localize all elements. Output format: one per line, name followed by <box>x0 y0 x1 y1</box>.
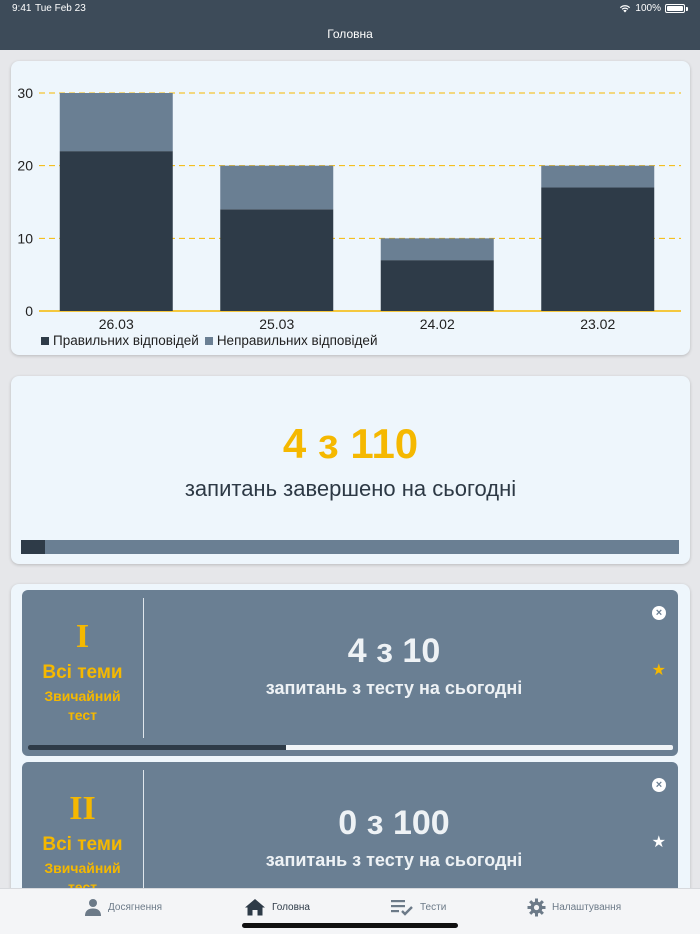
test-numeral: II <box>69 790 96 827</box>
close-icon[interactable]: × <box>652 606 666 620</box>
y-tick-label: 0 <box>25 303 33 319</box>
legend-label-correct: Правильних відповідей <box>53 333 199 348</box>
daily-progress-fill <box>21 540 45 554</box>
bar-correct <box>380 260 494 311</box>
tab-label: Налаштування <box>552 902 622 913</box>
checklist-icon <box>391 900 413 916</box>
star-icon[interactable]: ★ <box>651 834 666 851</box>
status-time: 9:41 <box>12 3 32 14</box>
test-item[interactable]: II Всі теми Звичайний тест 0 з 100 запит… <box>22 762 678 888</box>
battery-percent: 100% <box>635 3 661 14</box>
test-numeral: I <box>75 618 90 655</box>
legend-item-wrong: Неправильних відповідей <box>204 333 378 348</box>
test-item[interactable]: I Всі теми Звичайний тест 4 з 10 запитан… <box>22 590 678 756</box>
test-subtitle: запитань з тесту на сьогодні <box>265 850 523 870</box>
stats-chart-card: 0 10 20 30 26.03 25.03 24.02 23.02 Правильних в… <box>11 61 690 355</box>
bar-wrong <box>59 93 173 152</box>
legend-swatch-correct <box>41 336 49 345</box>
test-topic: Всі теми <box>42 834 123 855</box>
test-subtitle: запитань з тесту на сьогодні <box>265 678 523 698</box>
test-divider <box>143 598 144 738</box>
wifi-icon <box>620 5 631 13</box>
status-right: 100% <box>619 3 688 14</box>
stacked-bar-chart: 0 10 20 30 26.03 25.03 24.02 23.02 <box>17 85 681 331</box>
bar-correct <box>541 187 655 311</box>
chart-legend: Правильних відповідей Неправильних відпо… <box>41 333 377 348</box>
test-count: 4 з 10 <box>347 632 441 670</box>
x-tick-label: 24.02 <box>420 316 455 331</box>
battery-icon <box>665 4 685 13</box>
bar-wrong <box>541 165 655 188</box>
tab-home[interactable]: Головна <box>244 898 310 916</box>
test-type-line1: Звичайний <box>44 860 121 876</box>
main-content[interactable]: 0 10 20 30 26.03 25.03 24.02 23.02 Правильних в… <box>0 50 700 888</box>
close-icon[interactable]: × <box>652 778 666 792</box>
tab-achievements[interactable]: Досягнення <box>84 898 162 916</box>
nav-bar: Головна <box>0 18 700 50</box>
home-indicator <box>242 923 458 928</box>
test-divider <box>143 770 144 888</box>
daily-count: 4 з 110 <box>282 420 419 467</box>
daily-subtitle: запитань завершено на сьогодні <box>184 476 517 501</box>
tab-settings[interactable]: Налаштування <box>527 898 621 917</box>
bar-correct <box>220 209 334 311</box>
legend-swatch-wrong <box>204 336 213 345</box>
status-date: Tue Feb 23 <box>35 3 86 14</box>
status-bar: 9:41 Tue Feb 23 100% <box>0 0 700 18</box>
tab-label: Головна <box>272 901 310 913</box>
tests-card: I Всі теми Звичайний тест 4 з 10 запитан… <box>11 584 690 888</box>
bar-wrong <box>380 238 494 261</box>
x-tick-label: 25.03 <box>259 316 294 331</box>
test-topic: Всі теми <box>42 662 123 683</box>
test-type: Звичайний тест <box>22 687 143 725</box>
home-icon <box>245 899 265 916</box>
test-progress-bar <box>28 745 673 750</box>
legend-item-correct: Правильних відповідей <box>41 333 199 348</box>
daily-progress-card: 4 з 110 запитань завершено на сьогодні <box>11 376 690 564</box>
y-tick-label: 10 <box>17 230 33 246</box>
tab-label: Досягнення <box>108 901 163 913</box>
bar-wrong <box>220 165 334 210</box>
test-count: 0 з 100 <box>338 804 450 842</box>
gear-icon <box>527 898 546 917</box>
x-tick-label: 23.02 <box>580 316 615 331</box>
tab-label: Тести <box>420 901 447 913</box>
tab-tests[interactable]: Тести <box>390 898 446 916</box>
page-title: Головна <box>327 27 373 41</box>
person-icon <box>85 899 101 916</box>
daily-progress-bar <box>21 540 679 554</box>
test-type-line2: тест <box>67 879 98 888</box>
legend-label-wrong: Неправильних відповідей <box>216 333 378 348</box>
x-tick-label: 26.03 <box>99 316 134 331</box>
y-tick-label: 30 <box>17 85 33 101</box>
bar-correct <box>59 151 173 311</box>
test-progress-fill <box>28 745 286 750</box>
test-type: Звичайний тест <box>22 859 143 888</box>
test-type-line2: тест <box>67 707 98 723</box>
star-icon[interactable]: ★ <box>651 662 666 679</box>
battery-tip <box>686 6 688 11</box>
y-tick-label: 20 <box>17 158 33 174</box>
test-type-line1: Звичайний <box>44 688 121 704</box>
